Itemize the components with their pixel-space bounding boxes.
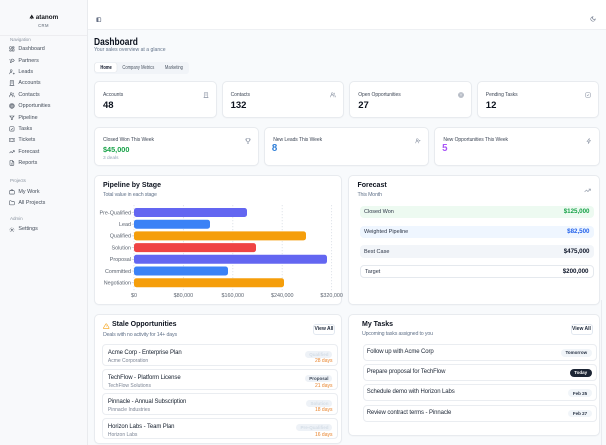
svg-text:Committed: Committed bbox=[105, 269, 131, 275]
svg-text:$0: $0 bbox=[131, 293, 137, 299]
svg-text:Qualified: Qualified bbox=[110, 234, 131, 240]
svg-text:Lead: Lead bbox=[119, 222, 131, 228]
svg-text:$240,000: $240,000 bbox=[271, 293, 293, 299]
svg-text:Negotiation: Negotiation bbox=[104, 281, 131, 287]
svg-text:Proposal: Proposal bbox=[110, 257, 131, 263]
svg-text:$80,000: $80,000 bbox=[174, 293, 194, 299]
svg-text:$160,000: $160,000 bbox=[222, 293, 244, 299]
svg-text:Solution: Solution bbox=[112, 245, 131, 251]
svg-text:Pre-Qualified: Pre-Qualified bbox=[100, 210, 131, 216]
svg-text:$320,000: $320,000 bbox=[320, 293, 342, 299]
